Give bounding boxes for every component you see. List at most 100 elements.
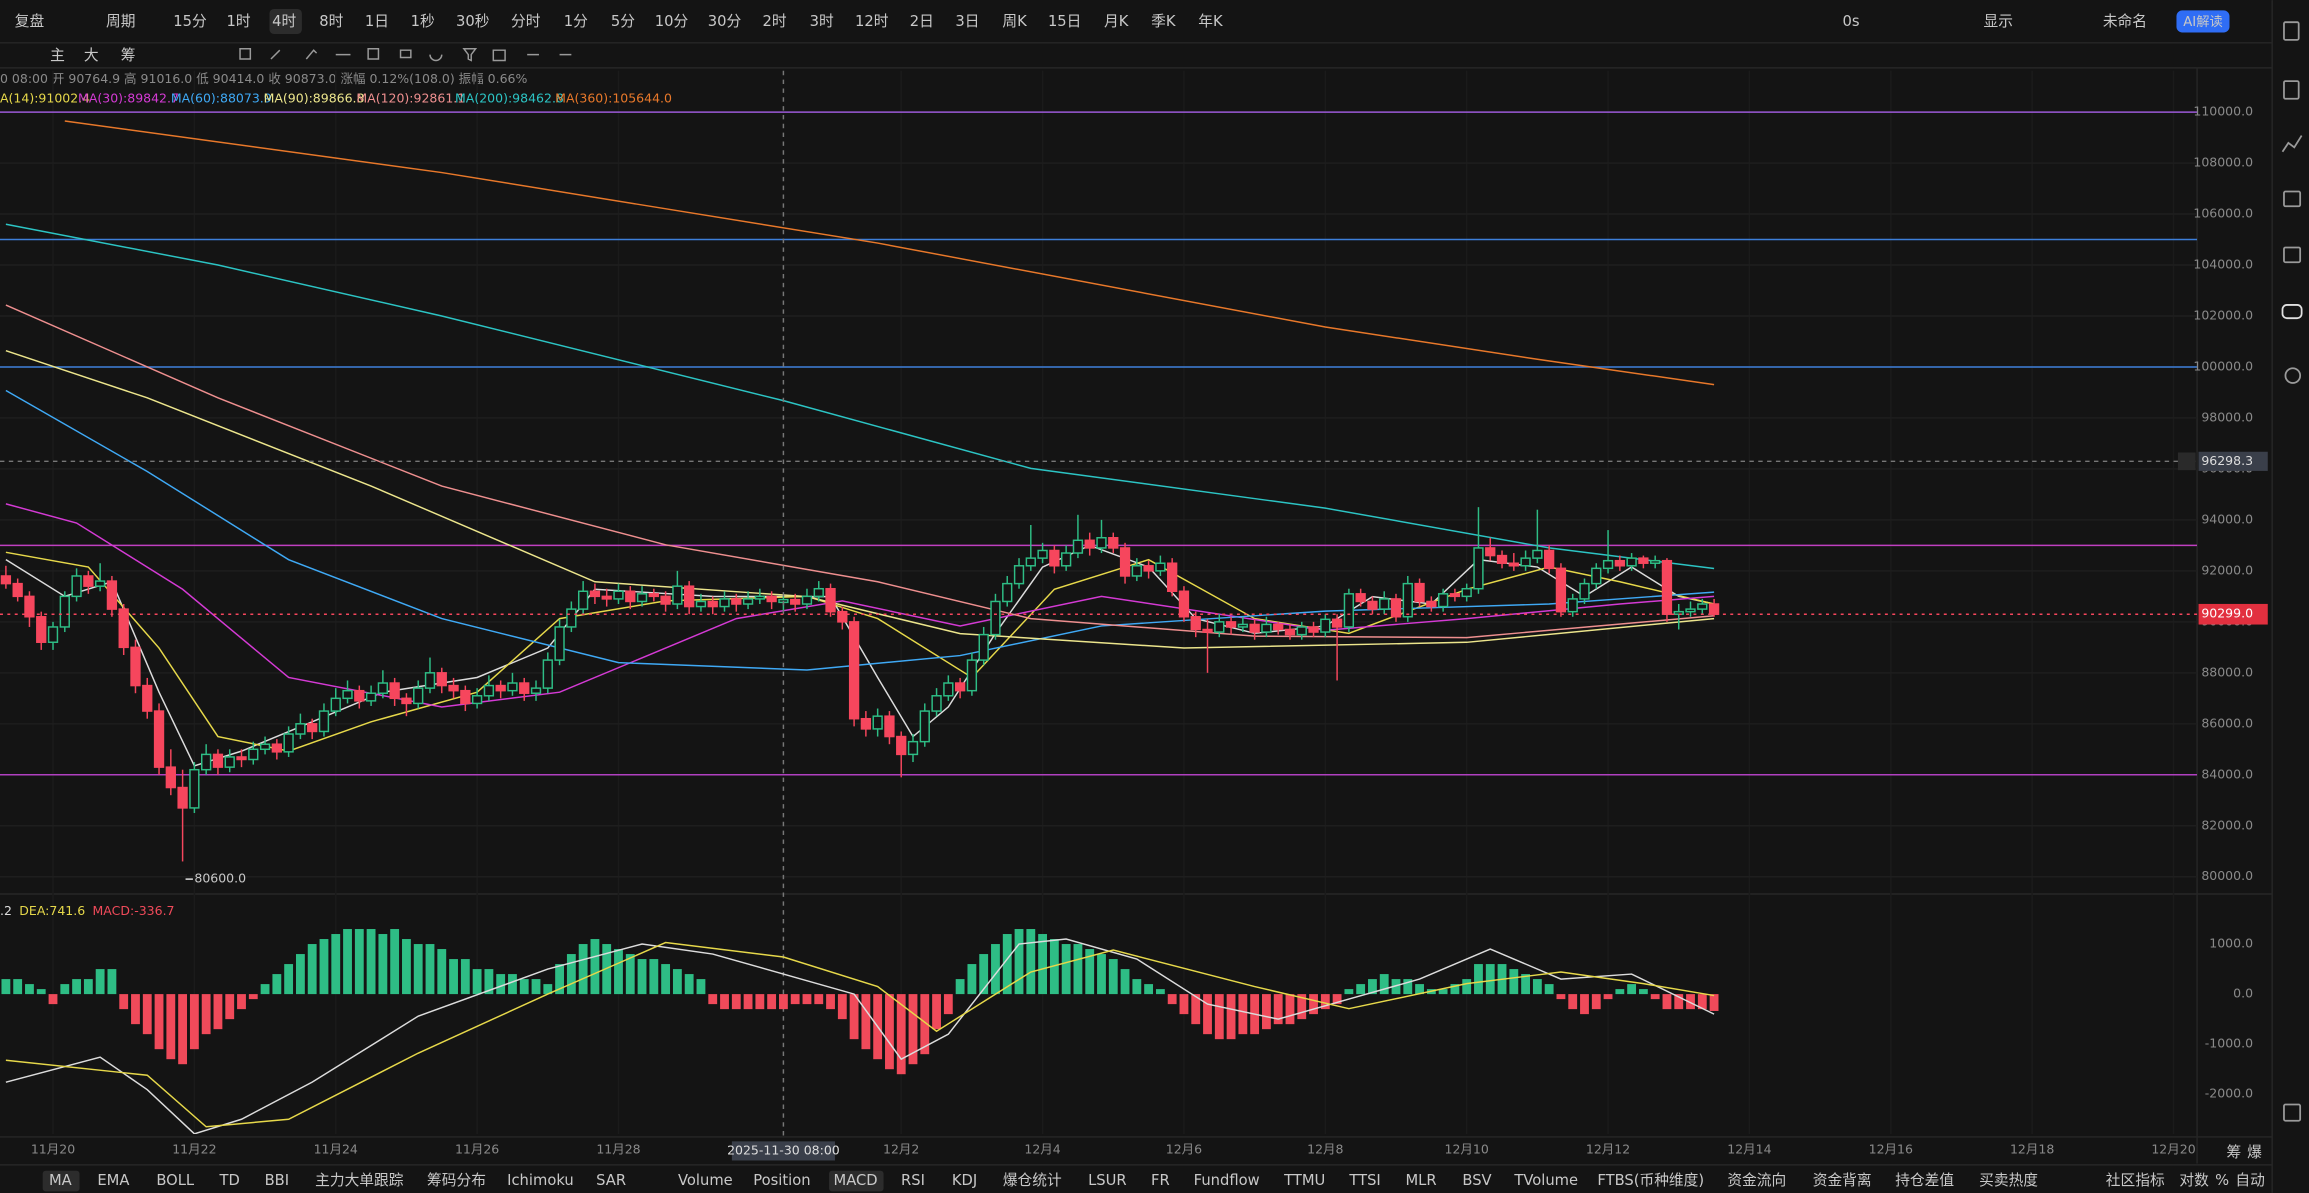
candle-body bbox=[1638, 557, 1649, 564]
indicator-tab[interactable]: 持仓差值 bbox=[1895, 1172, 1954, 1189]
indicator-tab[interactable]: 买卖热度 bbox=[1979, 1172, 2038, 1189]
candle-body bbox=[1072, 539, 1084, 554]
interval-button[interactable]: 1分 bbox=[564, 13, 588, 30]
indicator-tab[interactable]: 爆仓统计 bbox=[1003, 1172, 1062, 1189]
indicator-tab[interactable]: TTMU bbox=[1283, 1172, 1325, 1189]
legend-entry: MA(30):89842.7 bbox=[78, 90, 179, 105]
toolbar-button[interactable]: 未命名 bbox=[2103, 12, 2147, 30]
indicator-tab[interactable]: FR bbox=[1151, 1172, 1170, 1189]
interval-button[interactable]: 30分 bbox=[708, 13, 742, 30]
macd-bar bbox=[248, 994, 258, 1000]
indicator-tab[interactable]: MA bbox=[49, 1172, 72, 1189]
interval-button[interactable]: 1日 bbox=[365, 13, 389, 30]
macd-bar bbox=[979, 954, 989, 995]
macd-bar bbox=[1049, 939, 1059, 995]
axis-tool[interactable]: 筹 bbox=[2227, 1144, 2242, 1161]
indicator-line bbox=[5, 304, 1715, 639]
macd-bar bbox=[637, 959, 647, 995]
pane-tool[interactable]: 主 bbox=[50, 47, 65, 64]
indicator-tab[interactable]: 资金背离 bbox=[1813, 1172, 1872, 1189]
bottom-option[interactable]: 对数 bbox=[2179, 1172, 2209, 1189]
toolbar-button[interactable]: 0s bbox=[1843, 13, 1860, 30]
sidebar-icons[interactable] bbox=[2281, 21, 2303, 1122]
candle-body bbox=[896, 735, 907, 756]
candle-body bbox=[1579, 582, 1590, 600]
y-tick-label: 82000.0 bbox=[2201, 817, 2253, 832]
interval-button[interactable]: 15日 bbox=[1048, 13, 1081, 30]
indicator-tab[interactable]: 主力大单跟踪 bbox=[315, 1172, 404, 1189]
active-tab-bg bbox=[42, 1170, 80, 1192]
interval-button[interactable]: 15分 bbox=[173, 13, 207, 30]
active-interval-bg bbox=[269, 8, 302, 34]
interval-button[interactable]: 1时 bbox=[227, 13, 251, 30]
indicator-tab[interactable]: SAR bbox=[596, 1172, 626, 1189]
pane-tool[interactable]: 筹 bbox=[121, 47, 136, 64]
indicator-tab[interactable]: TD bbox=[219, 1172, 240, 1189]
indicator-tab[interactable]: Ichimoku bbox=[507, 1172, 574, 1189]
indicator-tab[interactable]: TTSI bbox=[1348, 1172, 1380, 1189]
macd-bar bbox=[366, 929, 376, 995]
indicator-tab[interactable]: Fundflow bbox=[1194, 1172, 1260, 1189]
indicator-tab[interactable]: RSI bbox=[901, 1172, 925, 1189]
interval-button[interactable]: 8时 bbox=[319, 13, 343, 30]
bottom-option[interactable]: 自动 bbox=[2235, 1172, 2264, 1189]
pane-tool[interactable]: 大 bbox=[84, 47, 99, 64]
interval-button[interactable]: 分时 bbox=[511, 13, 541, 30]
legend-entry: MA(90):89866.8 bbox=[264, 90, 365, 105]
period-button[interactable]: 周期 bbox=[106, 13, 135, 30]
indicator-tab[interactable]: Volume bbox=[678, 1172, 733, 1189]
axis-tool[interactable]: 爆 bbox=[2247, 1144, 2262, 1161]
indicator-tab[interactable]: MLR bbox=[1405, 1172, 1436, 1189]
indicator-tab[interactable]: BBI bbox=[265, 1172, 290, 1189]
interval-button[interactable]: 1秒 bbox=[411, 13, 435, 30]
indicator-tab[interactable]: KDJ bbox=[952, 1172, 977, 1189]
indicator-tab[interactable]: BOLL bbox=[156, 1172, 195, 1189]
indicator-tab[interactable]: 资金流向 bbox=[1727, 1172, 1786, 1189]
toolbar-button[interactable]: 显示 bbox=[1984, 13, 2013, 30]
replay-button[interactable]: 复盘 bbox=[15, 12, 45, 30]
indicator-tab[interactable]: LSUR bbox=[1088, 1172, 1127, 1189]
candle-body bbox=[943, 682, 954, 697]
candle-body bbox=[401, 697, 412, 705]
interval-button[interactable]: 月K bbox=[1104, 13, 1129, 30]
interval-button[interactable]: 季K bbox=[1151, 13, 1176, 30]
indicator-tab[interactable]: EMA bbox=[97, 1172, 129, 1189]
crosshair-add-button[interactable] bbox=[2177, 452, 2196, 471]
macd-bar bbox=[189, 994, 199, 1050]
y-tick-label: 100000.0 bbox=[2193, 358, 2253, 373]
candle-body bbox=[201, 753, 212, 771]
interval-button[interactable]: 周K bbox=[1002, 13, 1027, 30]
drawing-tools[interactable] bbox=[239, 47, 572, 62]
candle-body bbox=[424, 672, 436, 689]
interval-button[interactable]: 2日 bbox=[910, 13, 934, 30]
candle-body bbox=[1543, 549, 1555, 570]
macd-bar bbox=[590, 939, 600, 995]
candle-body bbox=[1426, 600, 1437, 608]
interval-button[interactable]: 年K bbox=[1198, 13, 1223, 30]
indicator-tab[interactable]: 筹码分布 bbox=[427, 1172, 486, 1189]
interval-button[interactable]: 30秒 bbox=[456, 13, 490, 30]
indicator-tab[interactable]: BSV bbox=[1462, 1172, 1491, 1189]
interval-button[interactable]: 3日 bbox=[955, 13, 979, 30]
candle-body bbox=[1214, 621, 1225, 633]
y-tick-label: 102000.0 bbox=[2193, 307, 2253, 322]
interval-button[interactable]: 12时 bbox=[855, 13, 889, 30]
x-tick-label: 12月2 bbox=[883, 1142, 919, 1157]
interval-button[interactable]: 5分 bbox=[611, 13, 635, 30]
indicator-tab[interactable]: MACD bbox=[834, 1172, 878, 1189]
interval-button[interactable]: 3时 bbox=[810, 13, 834, 30]
interval-button[interactable]: 2时 bbox=[763, 13, 787, 30]
crosshair-x-label-bg bbox=[731, 1141, 835, 1161]
macd-bar bbox=[295, 954, 305, 995]
bottom-option[interactable]: % bbox=[2215, 1172, 2229, 1189]
interval-button[interactable]: 10分 bbox=[655, 13, 689, 30]
macd-bar bbox=[131, 994, 140, 1025]
ai-button[interactable]: AI解读 bbox=[2183, 14, 2222, 30]
bottom-option[interactable]: 社区指标 bbox=[2106, 1172, 2165, 1189]
interval-button[interactable]: 4时 bbox=[272, 13, 296, 30]
ai-button-bg[interactable] bbox=[2176, 10, 2230, 33]
indicator-tab[interactable]: FTBS(币种维度) bbox=[1597, 1172, 1704, 1189]
indicator-tab[interactable]: Position bbox=[753, 1172, 810, 1189]
macd-bar bbox=[755, 994, 765, 1010]
indicator-tab[interactable]: TVolume bbox=[1513, 1172, 1578, 1189]
